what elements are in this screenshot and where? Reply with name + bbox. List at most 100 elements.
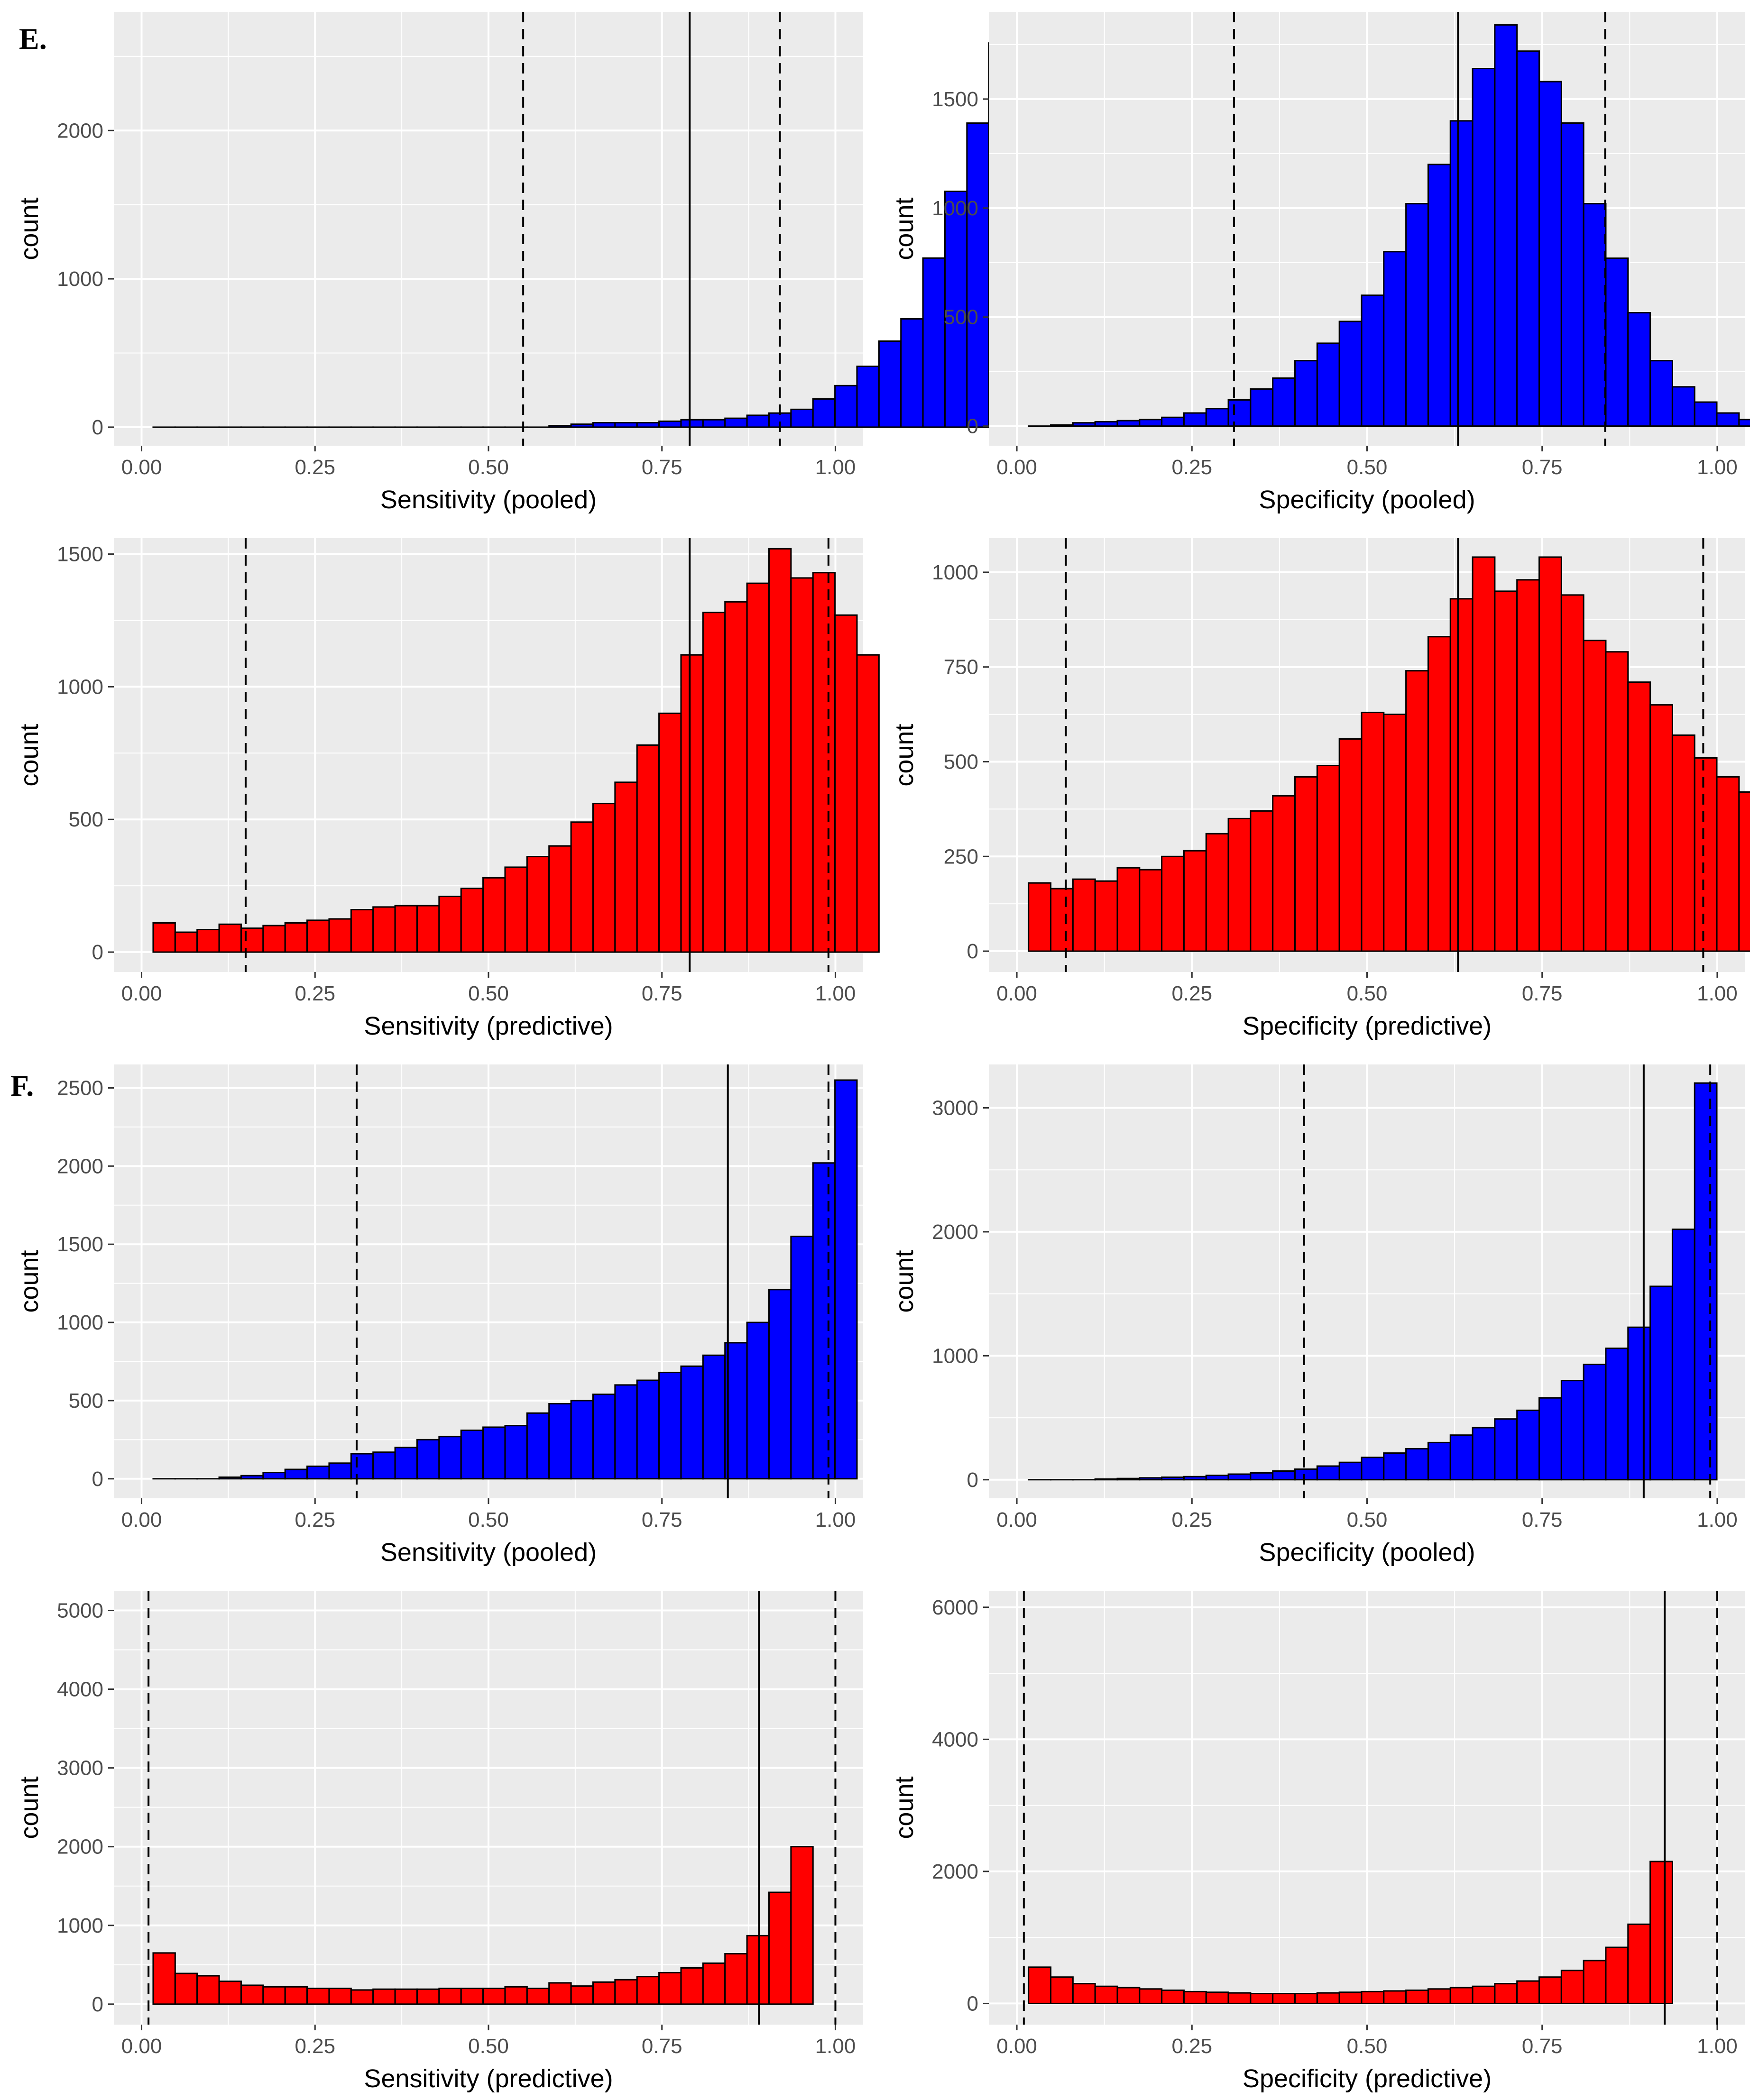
histogram-bar: [702, 612, 726, 953]
y-tick-label: 2000: [932, 1860, 978, 1883]
histogram-bar: [1361, 1457, 1385, 1481]
histogram-bar: [1294, 360, 1318, 427]
histogram-bar: [768, 548, 792, 953]
histogram-bar: [1449, 1434, 1474, 1481]
histogram-bar: [1116, 1477, 1141, 1481]
x-axis-title: Specificity (pooled): [1259, 486, 1475, 514]
histogram-bar: [1072, 422, 1096, 427]
histogram-bar: [680, 419, 704, 428]
histogram-bar: [1050, 888, 1074, 952]
histogram-bar: [812, 398, 836, 428]
histogram-bar: [1383, 251, 1407, 427]
histogram-bar: [1272, 1993, 1296, 2004]
histogram-bar: [1205, 1991, 1229, 2004]
histogram-bar: [680, 654, 704, 953]
histogram-bar: [1383, 714, 1407, 952]
histogram-bar: [416, 1988, 440, 2005]
histogram-bar: [1449, 120, 1474, 427]
histogram-bar: [1738, 791, 1750, 952]
histogram-bar: [240, 1475, 264, 1480]
histogram-bar: [1649, 360, 1673, 427]
histogram-bar: [1716, 776, 1740, 952]
histogram-bar: [1605, 651, 1629, 952]
histogram-bar: [1694, 401, 1718, 427]
histogram-bar: [636, 1379, 660, 1480]
histogram-bar: [1183, 850, 1207, 952]
histogram-bar: [658, 420, 682, 428]
histogram-bar: [526, 1412, 550, 1480]
histogram-bar: [592, 803, 616, 953]
histogram-bar: [460, 1988, 484, 2005]
histogram-bar: [702, 1962, 726, 2005]
histogram-bar: [1472, 556, 1496, 952]
x-tick-label: 0.75: [642, 982, 682, 1005]
x-tick-label: 0.00: [121, 982, 162, 1005]
histogram-bar: [438, 1988, 462, 2005]
x-tick-label: 0.50: [468, 2035, 509, 2058]
histogram-bar: [614, 422, 638, 428]
histogram-bar: [1649, 1285, 1673, 1481]
histogram-bar: [1405, 1990, 1429, 2004]
y-axis-title: count: [890, 197, 919, 260]
histogram-bar: [1116, 867, 1141, 952]
histogram-bar: [284, 1986, 308, 2005]
histogram-bar: [1338, 321, 1363, 427]
histogram-bar: [768, 1289, 792, 1480]
histogram-bar: [592, 422, 616, 428]
x-axis-title: Specificity (pooled): [1259, 1538, 1475, 1567]
histogram-bar: [1694, 1082, 1718, 1481]
histogram-bar: [1028, 1966, 1052, 2004]
panel-label-f: F.: [10, 1069, 34, 1102]
histogram-bar: [152, 1952, 176, 2005]
histogram-bar: [1250, 388, 1274, 427]
histogram-bar: [152, 922, 176, 953]
histogram-bar: [1139, 869, 1163, 952]
histogram-bar: [1494, 590, 1518, 952]
y-tick-label: 1000: [57, 267, 103, 291]
histogram-bar: [1472, 68, 1496, 427]
histogram-bar: [1516, 579, 1540, 952]
histogram-bar: [1538, 556, 1562, 952]
histogram-bar: [1272, 1470, 1296, 1481]
histogram-bar: [1583, 640, 1607, 952]
histogram-bar: [1449, 1987, 1474, 2004]
histogram-bar: [1094, 880, 1118, 952]
histogram-bar: [1183, 1476, 1207, 1481]
histogram-bar: [1560, 594, 1584, 952]
y-tick-label: 1500: [57, 543, 103, 566]
chart-E-sens-predictive: 0.00 0.25 0.50 0.75 1.00 0 500 1000 1500 Sensitiv…: [15, 538, 880, 1040]
histogram-bar: [592, 1981, 616, 2005]
histogram-bar: [856, 366, 880, 428]
histogram-bar: [1227, 1992, 1252, 2004]
histogram-bar: [372, 906, 396, 953]
histogram-bar: [1583, 203, 1607, 427]
histogram-bar: [394, 905, 418, 953]
histogram-bar: [680, 1967, 704, 2005]
x-axis-title: Sensitivity (predictive): [364, 1012, 613, 1040]
x-axis-title: Sensitivity (predictive): [364, 2064, 613, 2093]
y-tick-label: 1500: [57, 1233, 103, 1256]
histogram-bar: [1694, 757, 1718, 952]
y-tick-label: 4000: [57, 1678, 103, 1701]
histogram-bar: [218, 1981, 242, 2005]
histogram-bar: [1094, 421, 1118, 427]
histogram-bar: [702, 1354, 726, 1480]
x-tick-label: 1.00: [815, 1508, 856, 1531]
histogram-bar: [1405, 670, 1429, 952]
histogram-bar: [1516, 1980, 1540, 2004]
histogram-bar: [790, 1236, 814, 1480]
histogram-bar: [1738, 419, 1750, 427]
histogram-bar: [1227, 1473, 1252, 1481]
x-tick-label: 0.25: [1171, 982, 1212, 1005]
histogram-bar: [900, 318, 924, 428]
histogram-bar: [218, 1476, 242, 1480]
histogram-bar: [1338, 1461, 1363, 1481]
y-axis-title: count: [15, 197, 44, 260]
histogram-bar: [1605, 257, 1629, 427]
histogram-bar: [394, 1447, 418, 1480]
histogram-bar: [1294, 776, 1318, 952]
histogram-bar: [1649, 704, 1673, 952]
histogram-bar: [724, 601, 748, 953]
histogram-bar: [614, 1979, 638, 2005]
x-tick-label: 0.75: [1522, 982, 1563, 1005]
